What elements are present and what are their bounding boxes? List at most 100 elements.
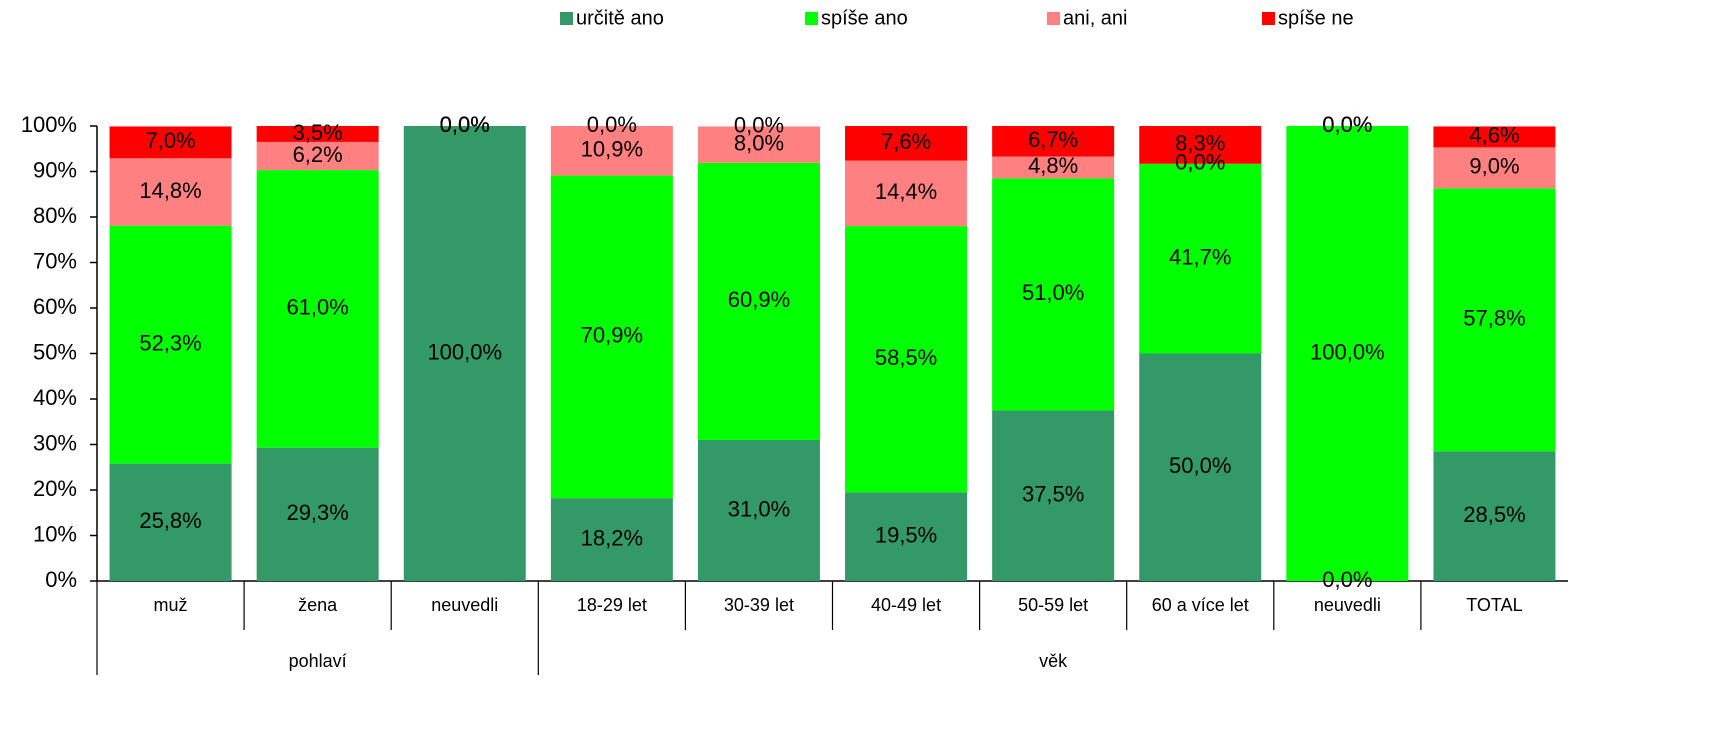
x-tick-label: neuvedli (431, 595, 498, 615)
y-tick-label: 40% (33, 385, 77, 410)
bar-segment (550, 126, 673, 176)
bar-segment (697, 126, 820, 163)
data-label: 3,5% (293, 120, 343, 145)
bar-segment (403, 126, 526, 581)
y-tick-label: 20% (33, 476, 77, 501)
x-tick-label: 30-39 let (724, 595, 794, 615)
y-tick-label: 10% (33, 521, 77, 546)
bar-segment (256, 447, 379, 581)
data-label: 14,8% (139, 178, 201, 203)
bar-segment (845, 492, 968, 581)
data-label: 4,6% (1469, 123, 1519, 148)
bar-segment (697, 162, 820, 440)
data-label: 61,0% (286, 295, 348, 320)
x-tick-label: 40-49 let (871, 595, 941, 615)
bar-segment (992, 156, 1115, 179)
bar-segment (992, 410, 1115, 581)
data-label: 0,0% (440, 112, 490, 137)
data-label: 25,8% (139, 508, 201, 533)
legend-swatch (560, 12, 573, 25)
y-tick-label: 0% (45, 567, 77, 592)
x-tick-label: neuvedli (1314, 595, 1381, 615)
bar-segment (1139, 126, 1262, 164)
bar-segment (1433, 451, 1556, 581)
bar-segment (550, 175, 673, 499)
data-label: 51,0% (1022, 280, 1084, 305)
data-label: 0,0% (587, 112, 637, 137)
y-tick-label: 50% (33, 339, 77, 364)
bar-segment (256, 170, 379, 448)
data-label: 29,3% (286, 500, 348, 525)
data-label: 9,0% (1469, 154, 1519, 179)
data-label: 14,4% (875, 179, 937, 204)
legend-swatch (1047, 12, 1060, 25)
legend-swatch (805, 12, 818, 25)
bar-segment (845, 126, 968, 161)
data-label: 7,0% (145, 128, 195, 153)
x-tick-label: 60 a více let (1152, 595, 1249, 615)
data-label: 0,0% (1322, 112, 1372, 137)
data-label: 31,0% (728, 496, 790, 521)
bar-segment (550, 498, 673, 581)
data-label: 0,0% (1322, 112, 1372, 137)
x-tick-label: 50-59 let (1018, 595, 1088, 615)
data-label: 41,7% (1169, 244, 1231, 269)
bar-segment (845, 160, 968, 227)
bar-segment (109, 158, 232, 226)
y-tick-label: 100% (21, 112, 77, 137)
y-tick-label: 90% (33, 157, 77, 182)
legend-label: spíše ne (1278, 7, 1354, 29)
data-label: 70,9% (581, 323, 643, 348)
data-label: 8,3% (1175, 131, 1225, 156)
x-tick-label: TOTAL (1466, 595, 1522, 615)
bar-segment (109, 225, 232, 464)
data-label: 100,0% (1310, 339, 1385, 364)
bar-segment (992, 178, 1115, 411)
data-label: 10,9% (581, 137, 643, 162)
bar-segment (697, 439, 820, 581)
y-tick-label: 80% (33, 203, 77, 228)
data-label: 60,9% (728, 287, 790, 312)
y-tick-label: 30% (33, 430, 77, 455)
data-label: 100,0% (427, 339, 502, 364)
x-tick-label: 18-29 let (577, 595, 647, 615)
bar-segment (1139, 353, 1262, 581)
bar-segment (1286, 126, 1409, 581)
bar-segment (992, 126, 1115, 157)
bar-segment (1139, 163, 1262, 354)
group-label: věk (1039, 651, 1068, 671)
x-tick-label: žena (298, 595, 338, 615)
bar-segment (256, 141, 379, 171)
data-label: 0,0% (1175, 150, 1225, 175)
data-label: 8,0% (734, 130, 784, 155)
bar-segment (1433, 147, 1556, 189)
legend-swatch (1262, 12, 1275, 25)
legend-label: určitě ano (576, 7, 664, 29)
data-label: 0,0% (734, 112, 784, 137)
bar-segment (109, 126, 232, 159)
y-tick-label: 70% (33, 248, 77, 273)
data-label: 0,0% (440, 112, 490, 137)
data-label: 58,5% (875, 345, 937, 370)
data-label: 7,6% (881, 129, 931, 154)
bar-segment (109, 463, 232, 581)
y-tick-label: 60% (33, 294, 77, 319)
data-label: 6,2% (293, 142, 343, 167)
data-label: 57,8% (1463, 306, 1525, 331)
bar-segment (256, 126, 379, 142)
data-label: 4,8% (1028, 153, 1078, 178)
data-label: 28,5% (1463, 502, 1525, 527)
data-label: 19,5% (875, 522, 937, 547)
bar-segment (1433, 126, 1556, 148)
data-label: 0,0% (1322, 567, 1372, 592)
data-label: 52,3% (139, 330, 201, 355)
bar-segment (1433, 188, 1556, 452)
data-label: 18,2% (581, 525, 643, 550)
x-tick-label: muž (154, 595, 188, 615)
legend-label: ani, ani (1063, 7, 1128, 29)
group-label: pohlaví (289, 651, 347, 671)
legend-label: spíše ano (821, 7, 908, 29)
data-label: 6,7% (1028, 127, 1078, 152)
data-label: 50,0% (1169, 453, 1231, 478)
